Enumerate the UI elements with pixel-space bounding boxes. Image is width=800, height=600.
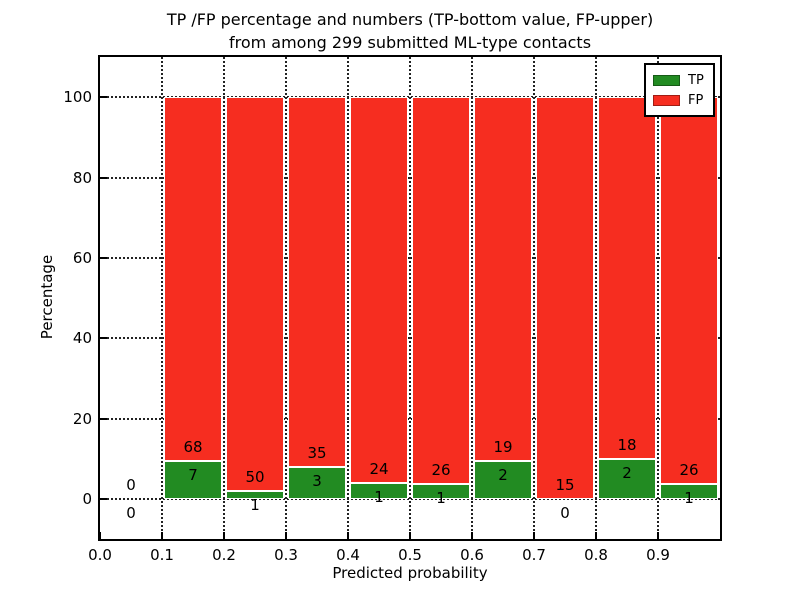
fp-count-label: 35 xyxy=(307,444,327,463)
fp-count-label: 0 xyxy=(126,475,136,494)
grid-line-vertical xyxy=(471,57,473,539)
grid-line-vertical xyxy=(533,57,535,539)
chart-title: TP /FP percentage and numbers (TP-bottom… xyxy=(100,8,720,54)
fp-count-label: 26 xyxy=(431,460,451,479)
x-tick-mark xyxy=(99,532,101,539)
bar-segment-tp xyxy=(350,482,408,499)
x-tick-mark xyxy=(223,532,225,539)
bar-segment-tp xyxy=(226,490,284,499)
bar-segment-tp xyxy=(474,460,532,499)
tp-count-label: 2 xyxy=(622,463,632,482)
fp-count-label: 68 xyxy=(183,438,203,457)
x-tick-label: 0.5 xyxy=(398,546,422,564)
x-tick-mark xyxy=(285,532,287,539)
x-tick-mark xyxy=(595,532,597,539)
grid-line-vertical xyxy=(161,57,163,539)
y-tick-label: 80 xyxy=(72,168,92,187)
x-tick-label: 0.3 xyxy=(274,546,298,564)
x-tick-mark xyxy=(347,532,349,539)
x-tick-mark xyxy=(533,532,535,539)
y-tick-label: 20 xyxy=(72,409,92,428)
tp-count-label: 1 xyxy=(436,489,446,507)
bar-segment-fp xyxy=(598,97,656,459)
x-tick-label: 0.0 xyxy=(88,546,112,564)
bar-segment-tp xyxy=(164,461,222,499)
y-tick-label: 60 xyxy=(72,248,92,267)
grid-line-vertical xyxy=(409,57,411,539)
bar-segment-fp xyxy=(412,97,470,484)
chart-title-line2: from among 299 submitted ML-type contact… xyxy=(228,33,592,52)
bar-segment-tp xyxy=(598,458,656,499)
x-tick-label: 0.7 xyxy=(522,546,546,564)
x-tick-mark xyxy=(471,532,473,539)
x-tick-mark xyxy=(409,532,411,539)
x-tick-label: 0.8 xyxy=(584,546,608,564)
grid-line-vertical xyxy=(347,57,349,539)
y-tick-mark xyxy=(100,176,107,179)
x-axis-label: Predicted probability xyxy=(332,564,488,582)
bar-segment-fp xyxy=(164,97,222,462)
y-tick-mark xyxy=(100,497,107,500)
bar-segment-tp xyxy=(660,483,718,499)
y-tick-mark xyxy=(100,96,107,99)
fp-count-label: 15 xyxy=(555,475,575,494)
legend-label: FP xyxy=(688,92,704,108)
bar-segment-tp xyxy=(412,483,470,499)
bar-segment-fp xyxy=(350,97,408,483)
tp-count-label: 1 xyxy=(684,489,694,507)
legend: TP FP xyxy=(644,63,715,117)
grid-line-vertical xyxy=(657,57,659,539)
tp-count-label: 0 xyxy=(126,503,136,522)
tp-count-label: 1 xyxy=(250,496,260,515)
x-tick-label: 0.2 xyxy=(212,546,236,564)
y-tick-mark xyxy=(100,417,107,420)
tp-count-label: 1 xyxy=(374,487,384,506)
bar-segment-tp xyxy=(288,467,346,499)
tp-count-label: 7 xyxy=(188,466,198,485)
x-tick-label: 0.1 xyxy=(150,546,174,564)
x-tick-mark xyxy=(657,532,659,539)
grid-line-vertical xyxy=(285,57,287,539)
fp-count-label: 50 xyxy=(245,467,265,486)
fp-count-label: 18 xyxy=(617,435,637,454)
tp-count-label: 2 xyxy=(498,465,508,484)
green-rect-icon xyxy=(653,74,680,86)
fp-count-label: 19 xyxy=(493,437,513,456)
red-rect-icon xyxy=(653,94,680,106)
tp-count-label: 0 xyxy=(560,503,570,522)
bar-segment-fp xyxy=(288,97,346,468)
chart-title-line1: TP /FP percentage and numbers (TP-bottom… xyxy=(166,10,654,29)
y-tick-label: 100 xyxy=(63,88,92,107)
fp-count-label: 24 xyxy=(369,459,389,478)
bar-segment-fp xyxy=(474,97,532,461)
x-tick-label: 0.6 xyxy=(460,546,484,564)
tp-count-label: 3 xyxy=(312,472,322,491)
fp-count-label: 26 xyxy=(679,460,699,479)
legend-entry-tp: TP xyxy=(653,70,704,90)
x-tick-label: 0.9 xyxy=(646,546,670,564)
x-tick-label: 0.4 xyxy=(336,546,360,564)
y-tick-mark xyxy=(100,337,107,340)
bar-segment-fp xyxy=(536,97,594,499)
x-tick-mark xyxy=(161,532,163,539)
y-tick-label: 0 xyxy=(82,489,92,508)
y-tick-label: 40 xyxy=(72,329,92,348)
grid-line-vertical xyxy=(223,57,225,539)
y-axis-label: Percentage xyxy=(38,254,56,340)
y-tick-mark xyxy=(100,256,107,259)
legend-label: TP xyxy=(688,72,704,88)
bar-segment-fp xyxy=(660,97,718,484)
bar-segment-fp xyxy=(226,97,284,491)
legend-entry-fp: FP xyxy=(653,90,704,110)
grid-line-vertical xyxy=(595,57,597,539)
